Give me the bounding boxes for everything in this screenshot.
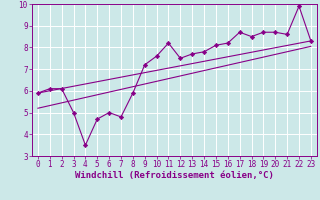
X-axis label: Windchill (Refroidissement éolien,°C): Windchill (Refroidissement éolien,°C) bbox=[75, 171, 274, 180]
